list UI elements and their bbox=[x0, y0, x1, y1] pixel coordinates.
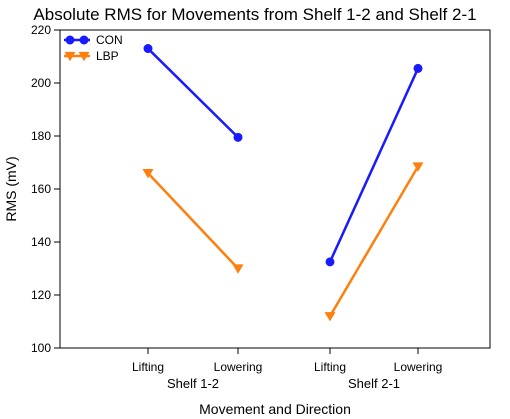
data-point bbox=[143, 44, 153, 54]
y-axis: 100 120 140 160 180 200 220 bbox=[31, 23, 60, 355]
y-tick-label: 160 bbox=[31, 182, 51, 196]
series-layer bbox=[142, 44, 424, 322]
y-tick-label: 100 bbox=[31, 341, 51, 355]
y-axis-title: RMS (mV) bbox=[3, 156, 19, 221]
series-line bbox=[147, 172, 239, 270]
plot-area bbox=[59, 29, 491, 349]
data-point bbox=[64, 51, 76, 62]
x-tick-label: Lifting bbox=[132, 360, 164, 374]
data-point bbox=[142, 168, 154, 179]
y-tick-label: 220 bbox=[31, 23, 51, 37]
y-tick-label: 180 bbox=[31, 129, 51, 143]
data-point bbox=[233, 132, 243, 142]
x-tick-label: Lifting bbox=[314, 360, 346, 374]
legend: CON LBP bbox=[64, 33, 123, 63]
legend-label: CON bbox=[96, 33, 123, 47]
series-line bbox=[328, 165, 420, 317]
data-point bbox=[413, 63, 423, 73]
data-point bbox=[78, 51, 90, 62]
x-group-label: Shelf 2-1 bbox=[348, 376, 400, 391]
legend-label: LBP bbox=[96, 49, 119, 63]
y-tick-label: 140 bbox=[31, 235, 51, 249]
series-lbp bbox=[142, 162, 424, 322]
x-group-label: Shelf 1-2 bbox=[167, 376, 219, 391]
data-point bbox=[325, 257, 335, 267]
legend-entry: CON bbox=[64, 33, 123, 47]
data-point bbox=[65, 35, 75, 45]
y-tick-label: 200 bbox=[31, 76, 51, 90]
series-line bbox=[147, 47, 239, 139]
chart-title: Absolute RMS for Movements from Shelf 1-… bbox=[33, 5, 476, 24]
x-tick-label: Lowering bbox=[394, 360, 443, 374]
legend-entry: LBP bbox=[64, 49, 119, 63]
data-point bbox=[232, 264, 244, 274]
x-axis-title: Movement and Direction bbox=[199, 401, 351, 417]
data-point bbox=[324, 312, 336, 322]
series-line bbox=[328, 67, 420, 263]
y-tick-label: 120 bbox=[31, 288, 51, 302]
data-point bbox=[412, 162, 424, 172]
series-con bbox=[143, 44, 423, 267]
data-point bbox=[79, 35, 89, 45]
x-tick-label: Lowering bbox=[214, 360, 263, 374]
x-axis: Lifting Lowering Lifting Lowering Shelf 1-2 S… bbox=[132, 348, 442, 391]
